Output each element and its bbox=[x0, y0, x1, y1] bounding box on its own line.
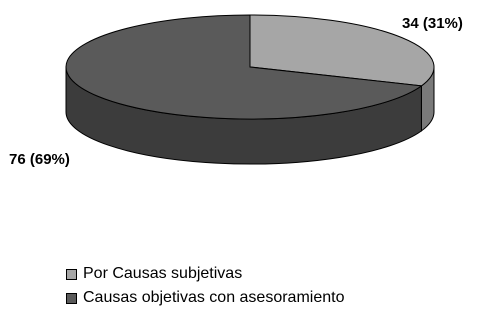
slice-top-1 bbox=[65, 14, 423, 120]
legend-label-subjetivas: Por Causas subjetivas bbox=[83, 265, 243, 282]
pie-tops bbox=[65, 14, 435, 120]
slice-top-0 bbox=[249, 14, 435, 87]
legend: Por Causas subjetivas Causas objetivas c… bbox=[66, 262, 344, 310]
slice-label-objetivas: 76 (69%) bbox=[9, 151, 70, 168]
legend-item-objetivas: Causas objetivas con asesoramiento bbox=[66, 286, 344, 310]
legend-item-subjetivas: Por Causas subjetivas bbox=[66, 262, 344, 286]
pie-labels: 34 (31%) 76 (69%) bbox=[9, 15, 463, 168]
legend-label-objetivas: Causas objetivas con asesoramiento bbox=[83, 289, 345, 306]
legend-swatch-subjetivas bbox=[66, 268, 77, 280]
legend-swatch-objetivas bbox=[66, 292, 77, 304]
slice-label-subjetivas: 34 (31%) bbox=[402, 15, 463, 32]
